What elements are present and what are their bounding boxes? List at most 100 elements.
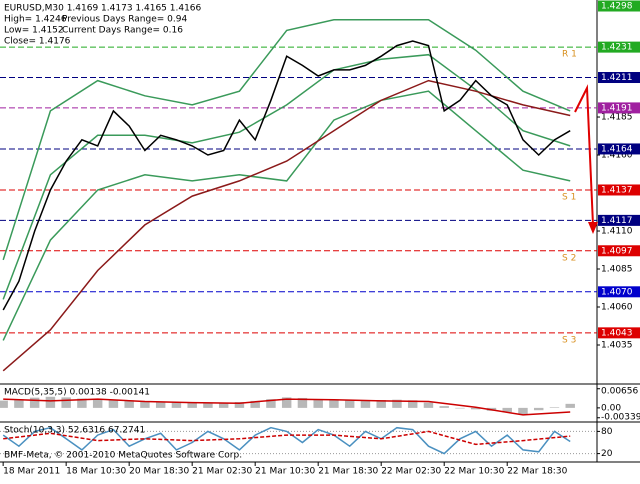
histogram-bar <box>360 400 371 408</box>
histogram-bar <box>565 403 575 408</box>
level-label: 1.4070 <box>601 287 633 297</box>
histogram-bar <box>234 402 245 408</box>
histogram-bar <box>518 407 528 415</box>
histogram-bar <box>171 402 182 408</box>
histogram-bar <box>77 398 87 408</box>
series-line <box>3 430 571 446</box>
level-name: S 2 <box>562 253 576 263</box>
forecast-arrowhead <box>588 222 598 234</box>
histogram-bar <box>124 400 134 408</box>
y-tick-label: 1.4185 <box>601 113 633 123</box>
histogram-bar <box>533 407 544 411</box>
y-tick-label: 1.4035 <box>601 341 633 351</box>
y-tick-label: 1.4110 <box>601 227 633 237</box>
level-label: 1.4191 <box>601 103 633 113</box>
x-tick-label: 21 Mar 18:30 <box>318 467 378 477</box>
histogram-bar <box>439 406 449 408</box>
histogram-bar <box>297 397 308 408</box>
histogram-bar <box>187 402 197 408</box>
level-label-box <box>598 327 640 339</box>
level-label: 1.4298 <box>601 2 633 12</box>
stoch-title: Stoch(10,3,3) 52.6316 67.2741 <box>4 426 145 436</box>
x-tick-label: 22 Mar 10:30 <box>444 467 504 477</box>
histogram-bar <box>140 401 150 408</box>
level-label: 1.4164 <box>601 144 633 154</box>
annotation: Previous Days Range= 0.94 <box>62 15 187 25</box>
histogram-bar <box>502 407 512 413</box>
histogram-bar <box>423 402 434 408</box>
x-tick-label: 18 Mar 10:30 <box>66 467 126 477</box>
histogram-bar <box>407 400 418 408</box>
series-line <box>3 398 571 416</box>
level-label-box <box>598 41 640 53</box>
level-label: 1.4043 <box>601 328 633 338</box>
histogram-bar <box>29 397 40 408</box>
histogram-bar <box>92 399 103 408</box>
x-tick-label: 22 Mar 18:30 <box>507 467 567 477</box>
histogram-bar <box>0 400 8 408</box>
histogram-bar <box>329 399 339 408</box>
histogram-bar <box>392 399 402 408</box>
y-tick-label: 0.00 <box>601 403 621 413</box>
histogram-bar <box>203 403 213 408</box>
series-line <box>2 53 571 300</box>
histogram-bar <box>14 399 24 408</box>
chart-title: EURUSD,M30 1.4169 1.4173 1.4165 1.4166 <box>4 4 202 14</box>
histogram-bar <box>549 407 560 408</box>
y-tick-label: 80 <box>601 427 613 437</box>
series-line <box>2 40 571 311</box>
series-line <box>2 19 571 261</box>
annotation: Current Days Range= 0.16 <box>62 26 183 36</box>
series-line <box>2 426 571 455</box>
histogram-bar <box>45 396 56 408</box>
histogram-bar <box>250 400 260 408</box>
level-name: R 1 <box>562 50 577 60</box>
level-label-box <box>598 184 640 196</box>
histogram-bar <box>313 399 323 408</box>
level-name: S 3 <box>562 335 576 345</box>
x-tick-label: 21 Mar 02:30 <box>192 467 252 477</box>
level-name: S 1 <box>562 192 576 202</box>
level-label-box <box>598 0 640 12</box>
histogram-bar <box>61 397 71 408</box>
histogram-bar <box>344 400 355 408</box>
y-tick-label: 1.4160 <box>601 151 633 161</box>
forecast-arrow <box>574 84 594 226</box>
x-tick-label: 18 Mar 2011 <box>3 467 60 477</box>
copyright: BMF-Meta, © 2001-2010 MetaQuotes Softwar… <box>4 451 242 461</box>
histogram-bar <box>376 400 386 408</box>
histogram-bar <box>218 402 229 408</box>
annotation: Low= 1.4152 <box>4 26 64 36</box>
y-tick-label: 0.00656 <box>601 387 638 397</box>
level-label: 1.4211 <box>601 73 633 83</box>
level-label-box <box>598 102 640 114</box>
level-label-box <box>598 72 640 84</box>
macd-title: MACD(5,35,5) 0.00138 -0.00141 <box>4 388 150 398</box>
x-tick-label: 20 Mar 18:30 <box>129 467 189 477</box>
y-tick-label: -0.00339 <box>601 413 640 423</box>
level-label: 1.4117 <box>601 216 633 226</box>
histogram-bar <box>155 402 166 408</box>
annotation: Close= 1.4176 <box>4 37 71 47</box>
level-label-box <box>598 286 640 298</box>
level-label: 1.4097 <box>601 246 633 256</box>
y-tick-label: 20 <box>601 449 613 459</box>
level-label: 1.4137 <box>601 185 633 195</box>
level-label-box <box>598 214 640 226</box>
x-tick-label: 22 Mar 02:30 <box>381 467 441 477</box>
y-tick-label: 1.4060 <box>601 303 633 313</box>
histogram-bar <box>455 407 465 409</box>
series-line <box>2 79 571 372</box>
level-label: 1.4231 <box>601 43 633 53</box>
histogram-bar <box>108 400 119 408</box>
x-tick-label: 21 Mar 10:30 <box>255 467 315 477</box>
histogram-bar <box>266 399 276 408</box>
series-line <box>2 90 571 341</box>
y-tick-label: 1.4085 <box>601 265 633 275</box>
annotation: High= 1.4246 <box>4 15 67 25</box>
histogram-bar <box>281 397 292 408</box>
level-label-box <box>598 143 640 155</box>
